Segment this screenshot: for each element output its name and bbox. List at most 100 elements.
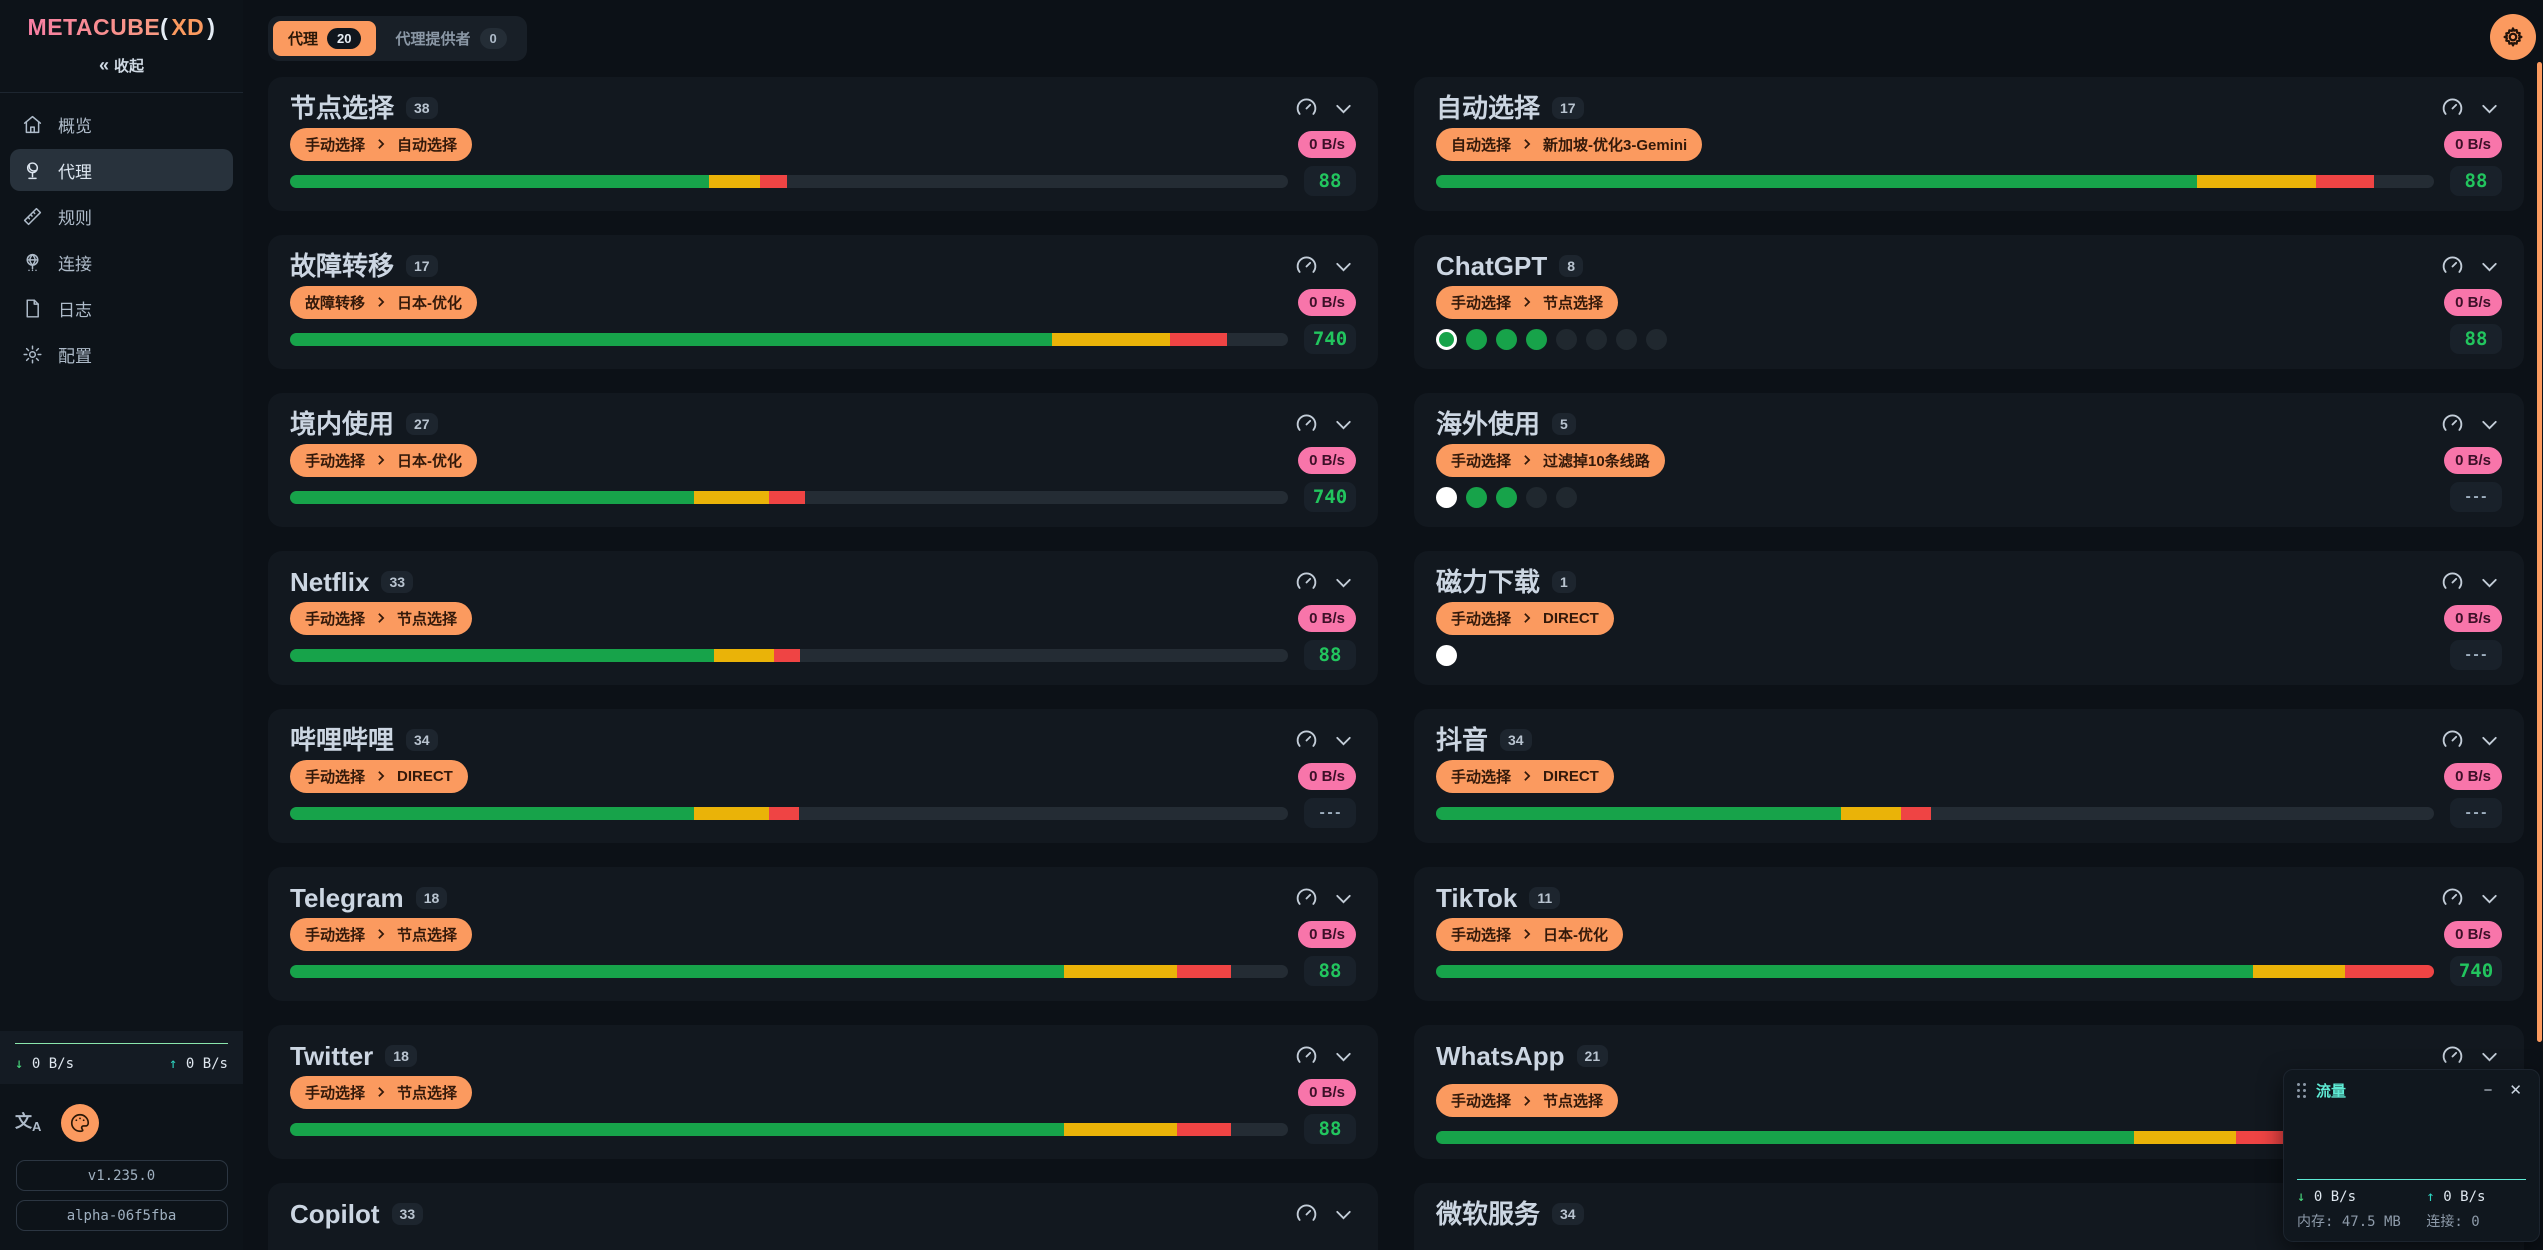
chevron-down-icon[interactable] [1331,96,1356,121]
latency-test-icon[interactable] [2440,886,2465,911]
selector-type: 手动选择 [305,926,366,944]
selected-node-pill[interactable]: 故障转移 日本-优化 [290,285,478,319]
widget-title: 流量 [2316,1083,2347,1100]
proxy-group-card: 故障转移 17 故障转移 日本-优化 0 B/s 740 [268,235,1378,369]
minimize-button[interactable]: − [2480,1083,2497,1098]
sidebar-item-config[interactable]: 配置 [10,333,233,375]
selected-node-pill[interactable]: 手动选择 DIRECT [1436,759,1614,793]
drag-handle-icon[interactable] [2297,1082,2307,1099]
sidebar-item-rules[interactable]: 规则 [10,195,233,237]
group-count-badge: 34 [1500,729,1532,752]
latency-test-icon[interactable] [1294,886,1319,911]
version-button[interactable]: v1.235.0 [15,1160,228,1191]
node-dot[interactable] [1436,644,1457,666]
node-dot[interactable] [1436,486,1457,508]
group-count-badge: 34 [406,729,438,752]
latency-bar-segment [290,964,1065,978]
chevron-down-icon[interactable] [2477,1044,2502,1069]
selected-node-pill[interactable]: 手动选择 日本-优化 [290,443,478,477]
node-dot[interactable] [1526,328,1547,350]
node-dot[interactable] [1496,486,1517,508]
selected-node-pill[interactable]: 自动选择 新加坡-优化3-Gemini [1436,127,1703,161]
selected-node-pill[interactable]: 手动选择 过滤掉10条线路 [1436,443,1665,477]
language-icon[interactable]: 文A [15,1112,42,1134]
collapse-label: 收起 [114,58,145,75]
proxy-group-card: Twitter 18 手动选择 节点选择 0 B/s 88 [268,1025,1378,1159]
build-button[interactable]: alpha-06f5fba [15,1200,228,1231]
node-dot[interactable] [1466,486,1487,508]
selected-node-pill[interactable]: 手动选择 节点选择 [1436,285,1619,319]
chevron-down-icon[interactable] [2477,96,2502,121]
chevron-down-icon[interactable] [2477,254,2502,279]
sidebar-item-connections[interactable]: 连接 [10,241,233,283]
scrollbar-thumb[interactable] [2537,62,2542,1042]
group-count-badge: 8 [1559,255,1584,278]
node-dot[interactable] [1526,486,1547,508]
node-dots [1436,328,2434,350]
sidebar-item-proxies[interactable]: 代理 [10,149,233,191]
latency-test-icon[interactable] [1294,412,1319,437]
latency-bar-segment [2253,964,2346,978]
tab-proxies[interactable]: 代理 20 [273,21,377,56]
chevron-down-icon[interactable] [1331,570,1356,595]
latency-test-icon[interactable] [2440,96,2465,121]
chevron-down-icon[interactable] [1331,1044,1356,1069]
latency-test-icon[interactable] [1294,570,1319,595]
latency-test-icon[interactable] [2440,254,2465,279]
selected-node-pill[interactable]: 手动选择 节点选择 [290,601,473,635]
latency-test-icon[interactable] [2440,412,2465,437]
selected-node-name: 日本-优化 [397,294,463,312]
selected-node-name: DIRECT [397,767,453,785]
latency-bar [290,1122,1288,1136]
latency-test-icon[interactable] [2440,1044,2465,1069]
node-dot[interactable] [1556,328,1577,350]
selector-type: 手动选择 [305,768,366,786]
selected-node-pill[interactable]: 手动选择 自动选择 [290,127,473,161]
chevron-down-icon[interactable] [1331,1202,1356,1227]
selected-node-pill[interactable]: 手动选择 DIRECT [1436,601,1614,635]
selected-node-pill[interactable]: 手动选择 日本-优化 [1436,917,1624,951]
close-button[interactable]: ✕ [2505,1083,2526,1098]
latency-test-icon[interactable] [1294,254,1319,279]
node-dot[interactable] [1646,328,1667,350]
latency-test-icon[interactable] [2440,728,2465,753]
chevron-down-icon[interactable] [2477,412,2502,437]
latency-test-icon[interactable] [1294,1202,1319,1227]
group-title: Telegram [290,883,404,913]
node-dot[interactable] [1556,486,1577,508]
sidebar-item-overview[interactable]: 概览 [10,103,233,145]
chevron-down-icon[interactable] [2477,886,2502,911]
chevron-right-icon [378,929,385,940]
sidebar-collapse-button[interactable]: « 收起 [0,55,243,76]
node-dot[interactable] [1496,328,1517,350]
tab-proxy-providers[interactable]: 代理提供者 0 [380,21,521,56]
latency-bar-segment [1064,964,1178,978]
node-dot[interactable] [1436,328,1457,350]
selected-node-pill[interactable]: 手动选择 节点选择 [290,917,473,951]
selected-node-pill[interactable]: 手动选择 节点选择 [290,1075,473,1109]
latency-test-icon[interactable] [1294,96,1319,121]
selected-node-name: 节点选择 [397,610,458,628]
tab-label: 代理提供者 [395,31,471,48]
sidebar-nav: 概览 代理 规则 连接 日志 配置 [0,103,243,375]
chevron-down-icon[interactable] [1331,728,1356,753]
latency-badge: 88 [1304,166,1356,196]
latency-bar-segment [1436,174,2198,188]
node-dot[interactable] [1466,328,1487,350]
settings-button[interactable] [2490,14,2536,60]
selected-node-pill[interactable]: 手动选择 节点选择 [1436,1084,1619,1118]
chevron-down-icon[interactable] [2477,570,2502,595]
node-dot[interactable] [1616,328,1637,350]
chevron-down-icon[interactable] [1331,254,1356,279]
node-dot[interactable] [1586,328,1607,350]
selected-node-pill[interactable]: 手动选择 DIRECT [290,759,468,793]
theme-palette-button[interactable] [61,1104,100,1142]
chevron-down-icon[interactable] [1331,412,1356,437]
sidebar-item-logs[interactable]: 日志 [10,287,233,329]
group-title: ChatGPT [1436,251,1548,281]
latency-test-icon[interactable] [2440,570,2465,595]
chevron-down-icon[interactable] [1331,886,1356,911]
chevron-down-icon[interactable] [2477,728,2502,753]
latency-test-icon[interactable] [1294,1044,1319,1069]
latency-test-icon[interactable] [1294,728,1319,753]
